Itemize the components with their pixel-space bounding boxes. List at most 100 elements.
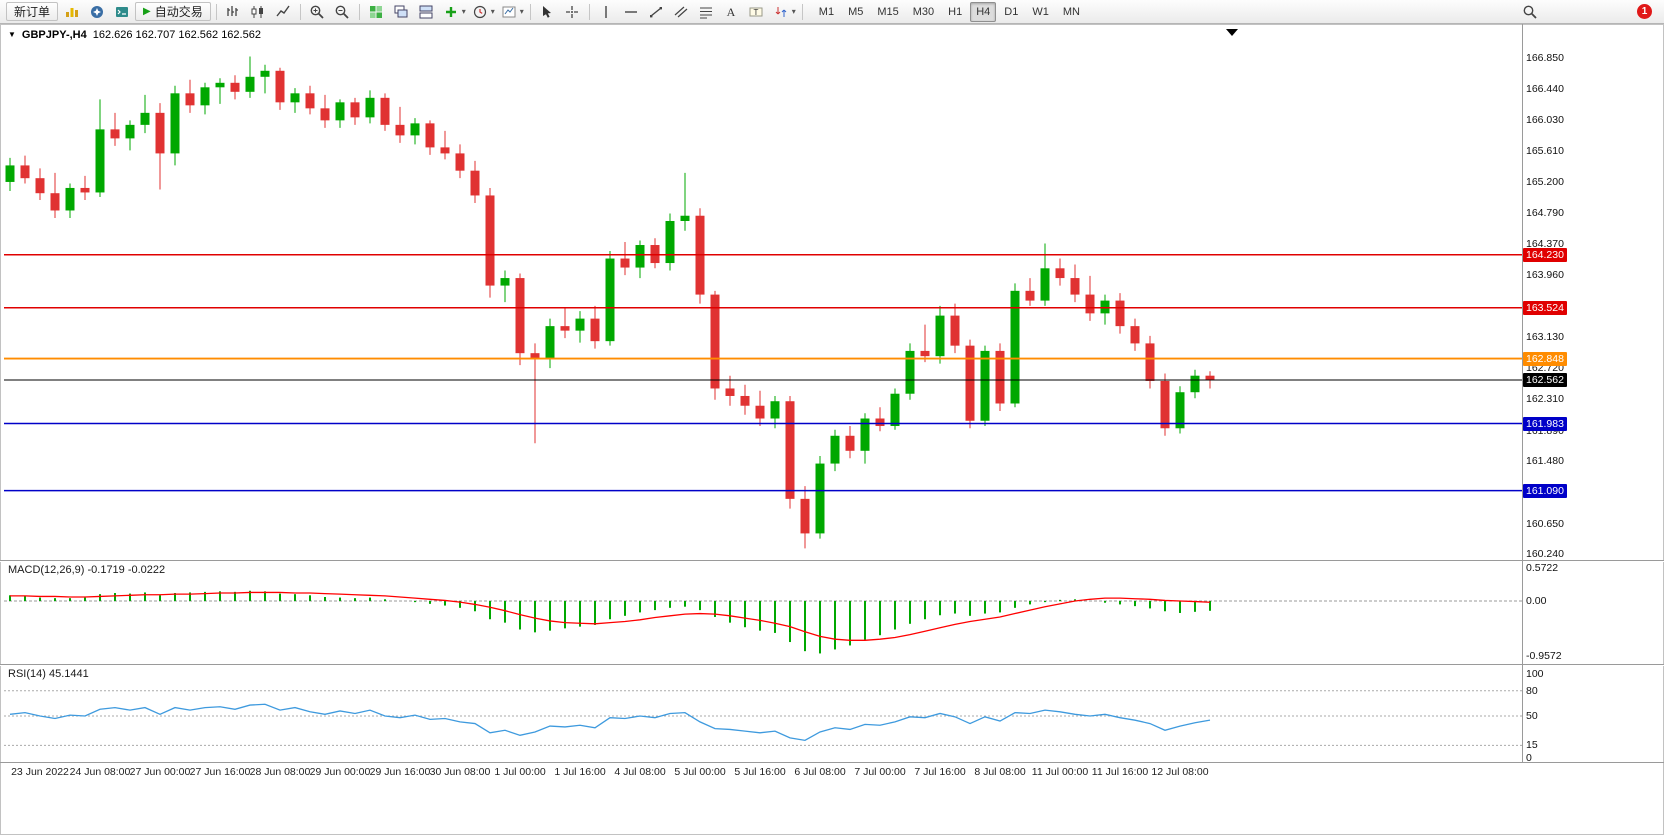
- timeframe-h4[interactable]: H4: [970, 1, 997, 22]
- candle: [650, 238, 660, 269]
- candle: [185, 79, 195, 113]
- candle: [935, 305, 945, 364]
- text-icon[interactable]: A: [720, 1, 743, 23]
- price-tick: 164.370: [1526, 238, 1564, 251]
- time-label: 1 Jul 00:00: [494, 766, 546, 778]
- candle: [485, 187, 495, 298]
- price-tick: 165.610: [1526, 145, 1564, 158]
- candle: [755, 390, 765, 427]
- toolbar-separator: [588, 3, 590, 20]
- candle: [320, 94, 330, 128]
- price-tick: 165.200: [1526, 175, 1564, 188]
- candle: [545, 318, 555, 369]
- tile-windows-icon[interactable]: [365, 1, 388, 23]
- price-tick: 166.030: [1526, 113, 1564, 126]
- chart-title: ▼ GBPJPY-,H4 162.626 162.707 162.562 162…: [8, 29, 261, 41]
- main-toolbar: 新订单 ▶ 自动交易 ▾ ▾ ▾ A T ▾ M1 M5 M15 M30 H1 H4 D1 W1 MN 1: [0, 0, 1664, 24]
- candle: [680, 172, 690, 231]
- arrows-icon[interactable]: [770, 1, 793, 23]
- timeframe-m1[interactable]: M1: [818, 5, 835, 18]
- candle: [140, 94, 150, 134]
- candle: [200, 82, 210, 115]
- chart-shift-marker[interactable]: [1226, 29, 1238, 36]
- timeframe-d1[interactable]: D1: [1004, 5, 1019, 18]
- candlestick-chart-icon[interactable]: [247, 1, 270, 23]
- arrows-icon-dropdown[interactable]: ▾: [791, 7, 796, 16]
- panel-separator[interactable]: [0, 560, 1664, 561]
- candle: [245, 56, 255, 98]
- candle: [215, 78, 225, 104]
- fibonacci-icon[interactable]: [695, 1, 718, 23]
- toolbar-separator: [801, 3, 803, 20]
- navigator-icon[interactable]: [85, 1, 108, 23]
- timeframe-h1[interactable]: H1: [948, 5, 963, 18]
- rsi-value: 45.1441: [48, 668, 89, 680]
- candle: [170, 85, 180, 166]
- candle: [1160, 373, 1170, 436]
- candle: [275, 67, 285, 110]
- candle: [440, 130, 450, 160]
- autotrade-button[interactable]: ▶ 自动交易: [135, 2, 211, 21]
- chart-shift-icon-dropdown[interactable]: ▾: [519, 7, 524, 16]
- chart-canvas[interactable]: [0, 24, 1664, 835]
- cursor-icon[interactable]: [536, 1, 559, 23]
- period-icon-dropdown[interactable]: ▾: [490, 7, 495, 16]
- timeframe-w1[interactable]: W1: [1032, 5, 1049, 18]
- label-icon[interactable]: T: [745, 1, 768, 23]
- time-label: 23 Jun 2022: [11, 766, 69, 778]
- bar-chart-icon[interactable]: [222, 1, 245, 23]
- indicators-icon-dropdown[interactable]: ▾: [461, 7, 466, 16]
- time-label: 4 Jul 08:00: [614, 766, 666, 778]
- search-icon[interactable]: [1518, 1, 1541, 23]
- candle: [260, 64, 270, 94]
- time-label: 8 Jul 08:00: [974, 766, 1026, 778]
- notification-badge[interactable]: 1: [1637, 4, 1652, 19]
- trendline-icon[interactable]: [645, 1, 668, 23]
- cascade-windows-icon[interactable]: [390, 1, 413, 23]
- play-icon: ▶: [143, 5, 151, 17]
- candle: [1175, 386, 1185, 434]
- candle: [560, 308, 570, 339]
- macd-title: MACD(12,26,9): [8, 564, 85, 576]
- time-label: 12 Jul 08:00: [1151, 766, 1209, 778]
- panel-separator[interactable]: [0, 664, 1664, 665]
- line-chart-icon[interactable]: [272, 1, 295, 23]
- timeframe-m5[interactable]: M5: [848, 5, 864, 18]
- candle: [590, 305, 600, 349]
- zoom-out-icon[interactable]: [331, 1, 354, 23]
- timeframe-m15[interactable]: M15: [877, 5, 899, 18]
- new-order-button[interactable]: 新订单: [6, 2, 59, 21]
- crosshair-icon[interactable]: [561, 1, 584, 23]
- candle: [350, 97, 360, 125]
- market-watch-icon[interactable]: [60, 1, 83, 23]
- candle: [50, 172, 60, 218]
- timeframe-mn[interactable]: MN: [1062, 5, 1080, 18]
- candle: [365, 90, 375, 124]
- macd-scale-label: -0.9572: [1526, 649, 1562, 662]
- zoom-in-icon[interactable]: [306, 1, 329, 23]
- horizontal-line-icon[interactable]: [620, 1, 643, 23]
- candle: [335, 99, 345, 128]
- arrange-windows-icon[interactable]: [415, 1, 438, 23]
- period-icon[interactable]: [469, 1, 492, 23]
- indicators-icon[interactable]: [440, 1, 463, 23]
- candle: [20, 155, 30, 184]
- timeframe-m30[interactable]: M30: [912, 5, 935, 18]
- candle: [155, 103, 165, 190]
- candle: [290, 88, 300, 113]
- toolbar-main-icon-group: ▾ ▾ ▾ A T ▾: [213, 1, 806, 23]
- candle: [710, 290, 720, 400]
- one-click-trading-toggle[interactable]: ▼: [8, 30, 16, 39]
- macd-values: -0.1719 -0.0222: [87, 564, 166, 576]
- candle: [950, 303, 960, 354]
- time-label: 29 Jun 00:00: [309, 766, 371, 778]
- time-label: 29 Jun 16:00: [369, 766, 431, 778]
- timeframe-bar: M1 M5 M15 M30 H1 H4 D1 W1 MN: [812, 1, 1087, 22]
- vertical-line-icon[interactable]: [595, 1, 618, 23]
- candle: [875, 407, 885, 432]
- chart-shift-icon[interactable]: [498, 1, 521, 23]
- equidistant-channel-icon[interactable]: [670, 1, 693, 23]
- price-tick: 163.960: [1526, 269, 1564, 282]
- candle: [1040, 243, 1050, 306]
- terminal-icon[interactable]: [110, 1, 133, 23]
